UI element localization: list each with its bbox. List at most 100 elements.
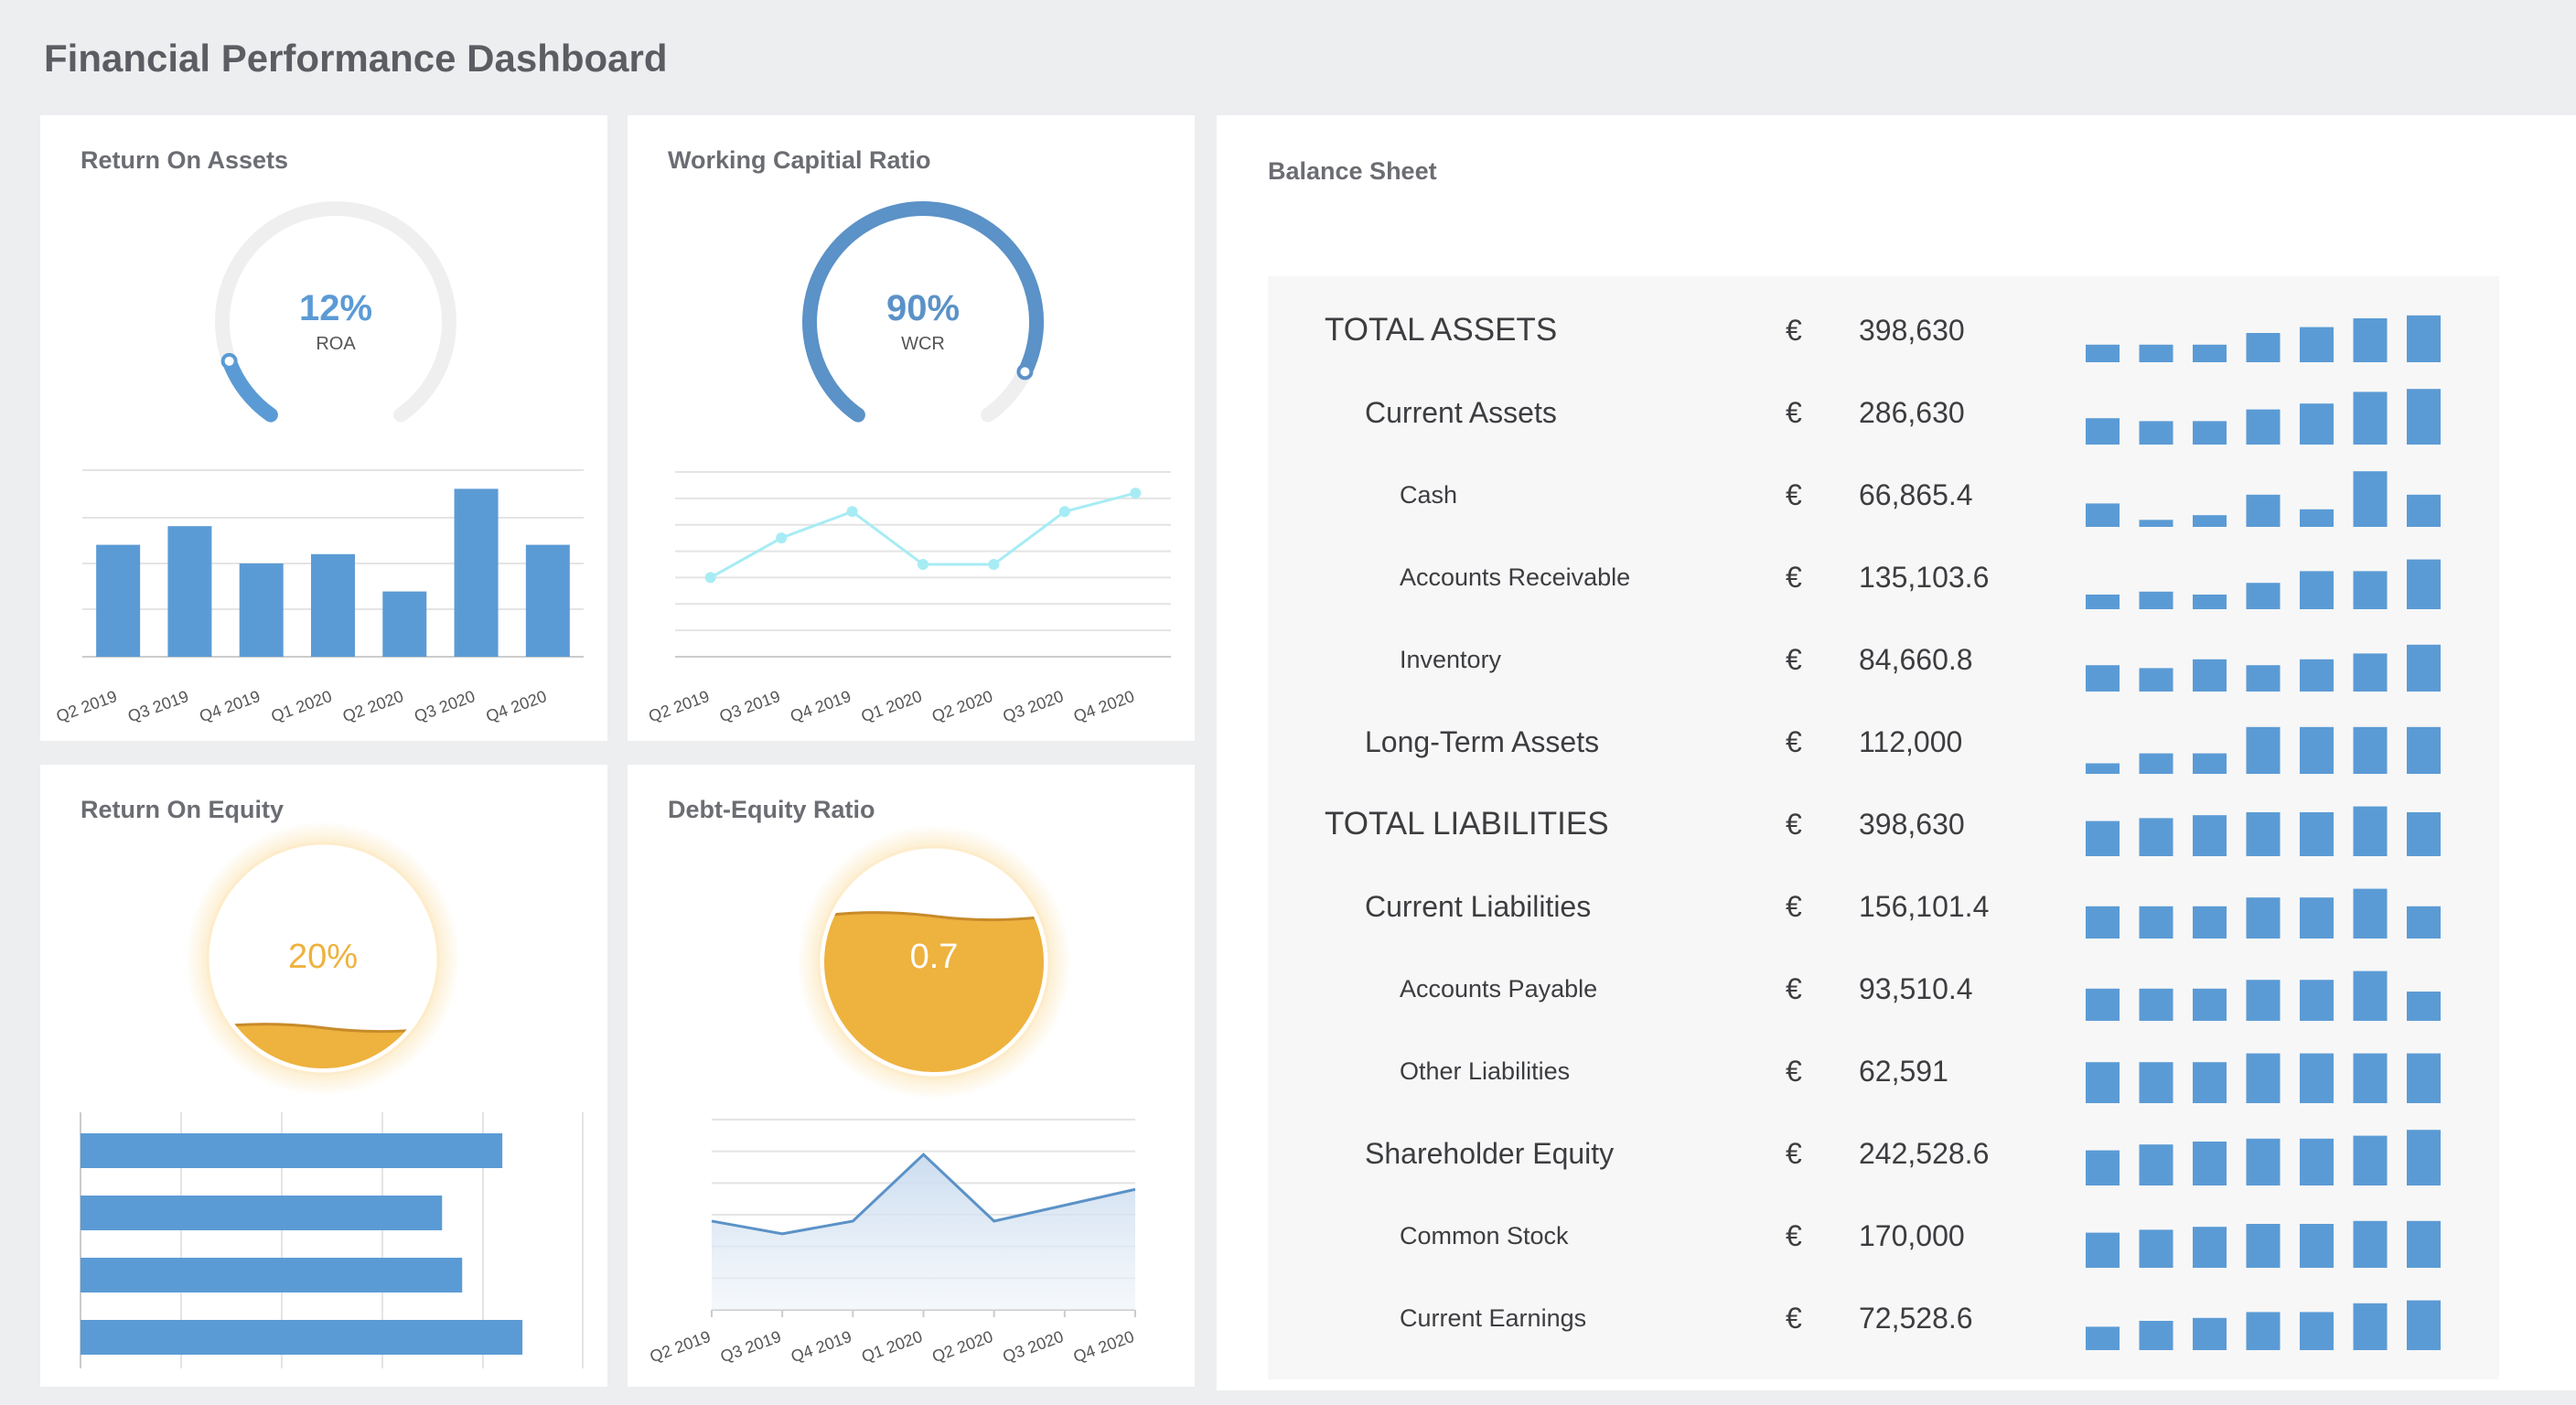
sparkline-bar [2353, 971, 2388, 1021]
balance-sheet-sparkline [2086, 559, 2441, 609]
sparkline-bar [2139, 988, 2174, 1021]
wcr-x-tick-label: Q2 2019 [646, 687, 712, 725]
sparkline-bar [2407, 726, 2441, 774]
balance-sheet-row-label: Current Earnings [1400, 1304, 1587, 1332]
balance-sheet-currency: € [1786, 1302, 1802, 1335]
wcr-gauge-label: WCR [901, 334, 945, 354]
roe-liquid-ring [206, 842, 440, 1076]
balance-sheet-row: Cash €66,865.4 [1268, 454, 2499, 536]
balance-sheet-row: Inventory €84,660.8 [1268, 618, 2499, 701]
balance-sheet-title: Balance Sheet [1268, 157, 1437, 185]
sparkline-bar [2246, 583, 2281, 609]
balance-sheet-row-label: Other Liabilities [1400, 1057, 1571, 1085]
roe-bar [80, 1320, 523, 1355]
der-liquid-value: 0.7 [910, 938, 959, 976]
balance-sheet-row-label: Accounts Payable [1400, 975, 1598, 1003]
roa-chart: 12% ROA Q2 2019 Q3 2019 Q4 2019 Q1 2020 Q2 202… [54, 201, 584, 725]
balance-sheet-row-value: 93,510.4 [1859, 972, 1973, 1005]
balance-sheet-row-label: TOTAL ASSETS [1325, 312, 1558, 348]
sparkline-bar [2086, 595, 2120, 609]
balance-sheet-row-label: Current Assets [1365, 396, 1557, 429]
page-title: Financial Performance Dashboard [44, 37, 668, 80]
sparkline-bar [2300, 509, 2334, 527]
wcr-point [846, 506, 858, 518]
sparkline-bar [2246, 980, 2281, 1021]
sparkline-bar [2086, 820, 2120, 856]
balance-sheet-sparkline [2086, 644, 2441, 692]
sparkline-bar [2300, 812, 2334, 856]
sparkline-bar [2086, 1062, 2120, 1103]
sparkline-bar [2246, 897, 2281, 938]
balance-sheet-row-label: Accounts Receivable [1400, 563, 1631, 591]
sparkline-bar [2139, 520, 2174, 527]
wcr-x-tick-label: Q3 2020 [1000, 687, 1066, 725]
sparkline-bar [2086, 988, 2120, 1021]
balance-sheet-row-value: 72,528.6 [1859, 1302, 1973, 1335]
balance-sheet-table: TOTAL ASSETS €398,630 Current Assets €286,6… [1268, 276, 2499, 1379]
balance-sheet-row-label: Common Stock [1400, 1222, 1569, 1249]
balance-sheet-row: TOTAL LIABILITIES €398,630 [1268, 783, 2499, 865]
sparkline-bar [2300, 1224, 2334, 1268]
sparkline-bar [2193, 595, 2227, 609]
roa-x-tick-label: Q2 2020 [340, 687, 406, 725]
der-x-tick-label: Q4 2020 [1071, 1327, 1137, 1366]
balance-sheet-currency: € [1786, 1219, 1802, 1252]
der-x-tick-label: Q3 2020 [1000, 1327, 1066, 1366]
der-x-tick-label: Q3 2019 [718, 1327, 784, 1366]
balance-sheet-row-label: Shareholder Equity [1365, 1137, 1615, 1170]
balance-sheet-row: Common Stock €170,000 [1268, 1195, 2499, 1277]
wcr-gauge-knob [1016, 363, 1034, 381]
roa-x-tick-label: Q2 2019 [54, 687, 120, 725]
wcr-x-tick-label: Q2 2020 [929, 687, 995, 725]
roa-x-tick-label: Q3 2020 [412, 687, 478, 725]
sparkline-bar [2407, 1053, 2441, 1103]
sparkline-bar [2407, 1130, 2441, 1185]
sparkline-bar [2300, 571, 2334, 609]
roe-liquid-value: 20% [288, 938, 358, 976]
der-x-tick-label: Q4 2019 [789, 1327, 854, 1366]
balance-sheet-row-value: 135,103.6 [1859, 561, 1990, 594]
wcr-point [1130, 488, 1142, 499]
balance-sheet-row-value: 242,528.6 [1859, 1137, 1990, 1170]
sparkline-bar [2407, 812, 2441, 856]
roa-bar [96, 544, 141, 657]
sparkline-bar [2193, 659, 2227, 692]
balance-sheet-row: Current Liabilities €156,101.4 [1268, 865, 2499, 948]
balance-sheet-row-value: 84,660.8 [1859, 643, 1973, 676]
roa-bar [311, 553, 355, 657]
roa-card: Return On Assets 12% ROA Q2 2019 Q3 2019 Q4 … [40, 115, 607, 741]
balance-sheet-row-label: Long-Term Assets [1365, 725, 1600, 758]
sparkline-bar [2353, 726, 2388, 774]
roe-bar [80, 1196, 443, 1230]
sparkline-bar [2407, 315, 2441, 362]
balance-sheet-sparkline [2086, 971, 2441, 1021]
roa-bar [239, 563, 284, 657]
sparkline-bar [2246, 494, 2281, 527]
sparkline-bar [2353, 1220, 2388, 1268]
balance-sheet-sparkline [2086, 806, 2441, 856]
roe-card: Return On Equity 20% [40, 765, 607, 1387]
sparkline-bar [2139, 1144, 2174, 1185]
sparkline-bar [2300, 897, 2334, 938]
roa-x-tick-label: Q3 2019 [125, 687, 191, 725]
sparkline-bar [2407, 559, 2441, 609]
balance-sheet-row-value: 286,630 [1859, 396, 1965, 429]
wcr-point [776, 532, 788, 544]
roa-gauge-label: ROA [316, 334, 356, 354]
balance-sheet-row-label: Cash [1400, 481, 1458, 509]
wcr-x-tick-label: Q4 2019 [788, 687, 853, 725]
sparkline-bar [2407, 906, 2441, 938]
balance-sheet-currency: € [1786, 561, 1802, 594]
sparkline-bar [2353, 471, 2388, 527]
wcr-point [1058, 506, 1070, 518]
balance-sheet-sparkline [2086, 315, 2441, 362]
sparkline-bar [2246, 1138, 2281, 1185]
balance-sheet-row-value: 112,000 [1859, 725, 1963, 758]
balance-sheet-sparkline [2086, 1130, 2441, 1185]
sparkline-bar [2353, 1053, 2388, 1103]
sparkline-bar [2086, 344, 2120, 362]
roa-bar [167, 526, 212, 657]
roe-bar [80, 1133, 503, 1168]
sparkline-bar [2086, 763, 2120, 774]
balance-sheet-row: Shareholder Equity €242,528.6 [1268, 1112, 2499, 1195]
